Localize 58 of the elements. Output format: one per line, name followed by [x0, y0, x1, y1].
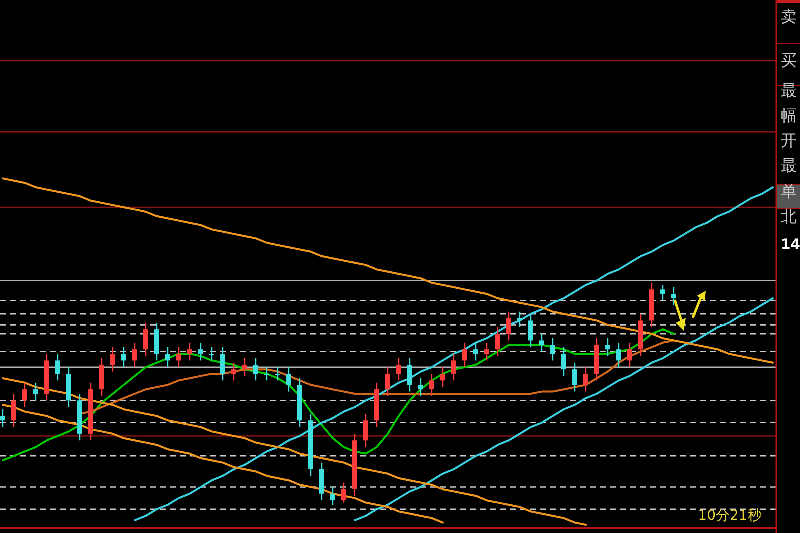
- candlestick: [166, 346, 170, 368]
- candlestick: [264, 366, 270, 382]
- candlestick: [528, 313, 534, 348]
- candlestick: [198, 342, 204, 362]
- candlestick: [474, 342, 478, 362]
- candlestick: [342, 482, 346, 504]
- text: 北: [781, 207, 797, 226]
- candlestick: [12, 393, 16, 428]
- candlestick: [484, 342, 490, 362]
- text: 买: [781, 51, 797, 70]
- candlestick: [452, 353, 456, 382]
- candlestick: [550, 338, 556, 362]
- candlestick: [616, 342, 622, 368]
- candlestick: [628, 342, 632, 368]
- candlestick: [396, 358, 402, 382]
- candlestick: [144, 322, 148, 357]
- candlestick: [572, 362, 578, 392]
- candlestick: [440, 366, 446, 388]
- candlestick: [506, 311, 512, 342]
- candlestick: [22, 382, 28, 408]
- candlestick: [462, 342, 468, 368]
- candlestick: [430, 373, 434, 397]
- candlestick: [418, 378, 424, 397]
- candlestick: [220, 346, 226, 382]
- text: 幅: [781, 106, 797, 125]
- text: 最: [781, 81, 797, 100]
- candlestick: [330, 486, 336, 506]
- candlestick: [276, 366, 280, 382]
- candlestick: [132, 342, 138, 368]
- candlestick: [254, 358, 258, 382]
- text: 开: [781, 131, 797, 150]
- candlestick: [672, 286, 676, 306]
- text: 14: [781, 237, 800, 253]
- candlestick: [660, 284, 666, 302]
- candlestick: [606, 338, 610, 357]
- candlestick: [408, 358, 412, 392]
- candlestick: [286, 366, 292, 392]
- candlestick: [518, 311, 522, 328]
- candlestick: [584, 366, 588, 392]
- candlestick: [242, 358, 248, 377]
- text: 10分21秒: [698, 508, 762, 524]
- candlestick: [562, 346, 566, 377]
- candlestick: [34, 382, 38, 402]
- candlestick: [540, 333, 544, 352]
- candlestick: [110, 346, 116, 372]
- candlestick: [364, 413, 368, 448]
- text: 单: [781, 182, 797, 201]
- candlestick: [232, 362, 236, 382]
- candlestick: [56, 353, 60, 382]
- text: 卖: [781, 7, 797, 26]
- candlestick: [386, 366, 390, 397]
- candlestick: [496, 326, 500, 357]
- candlestick: [176, 346, 182, 368]
- candlestick: [122, 346, 126, 368]
- candlestick: [188, 342, 192, 362]
- candlestick: [0, 408, 6, 428]
- candlestick: [210, 346, 214, 362]
- text: 最: [781, 156, 797, 175]
